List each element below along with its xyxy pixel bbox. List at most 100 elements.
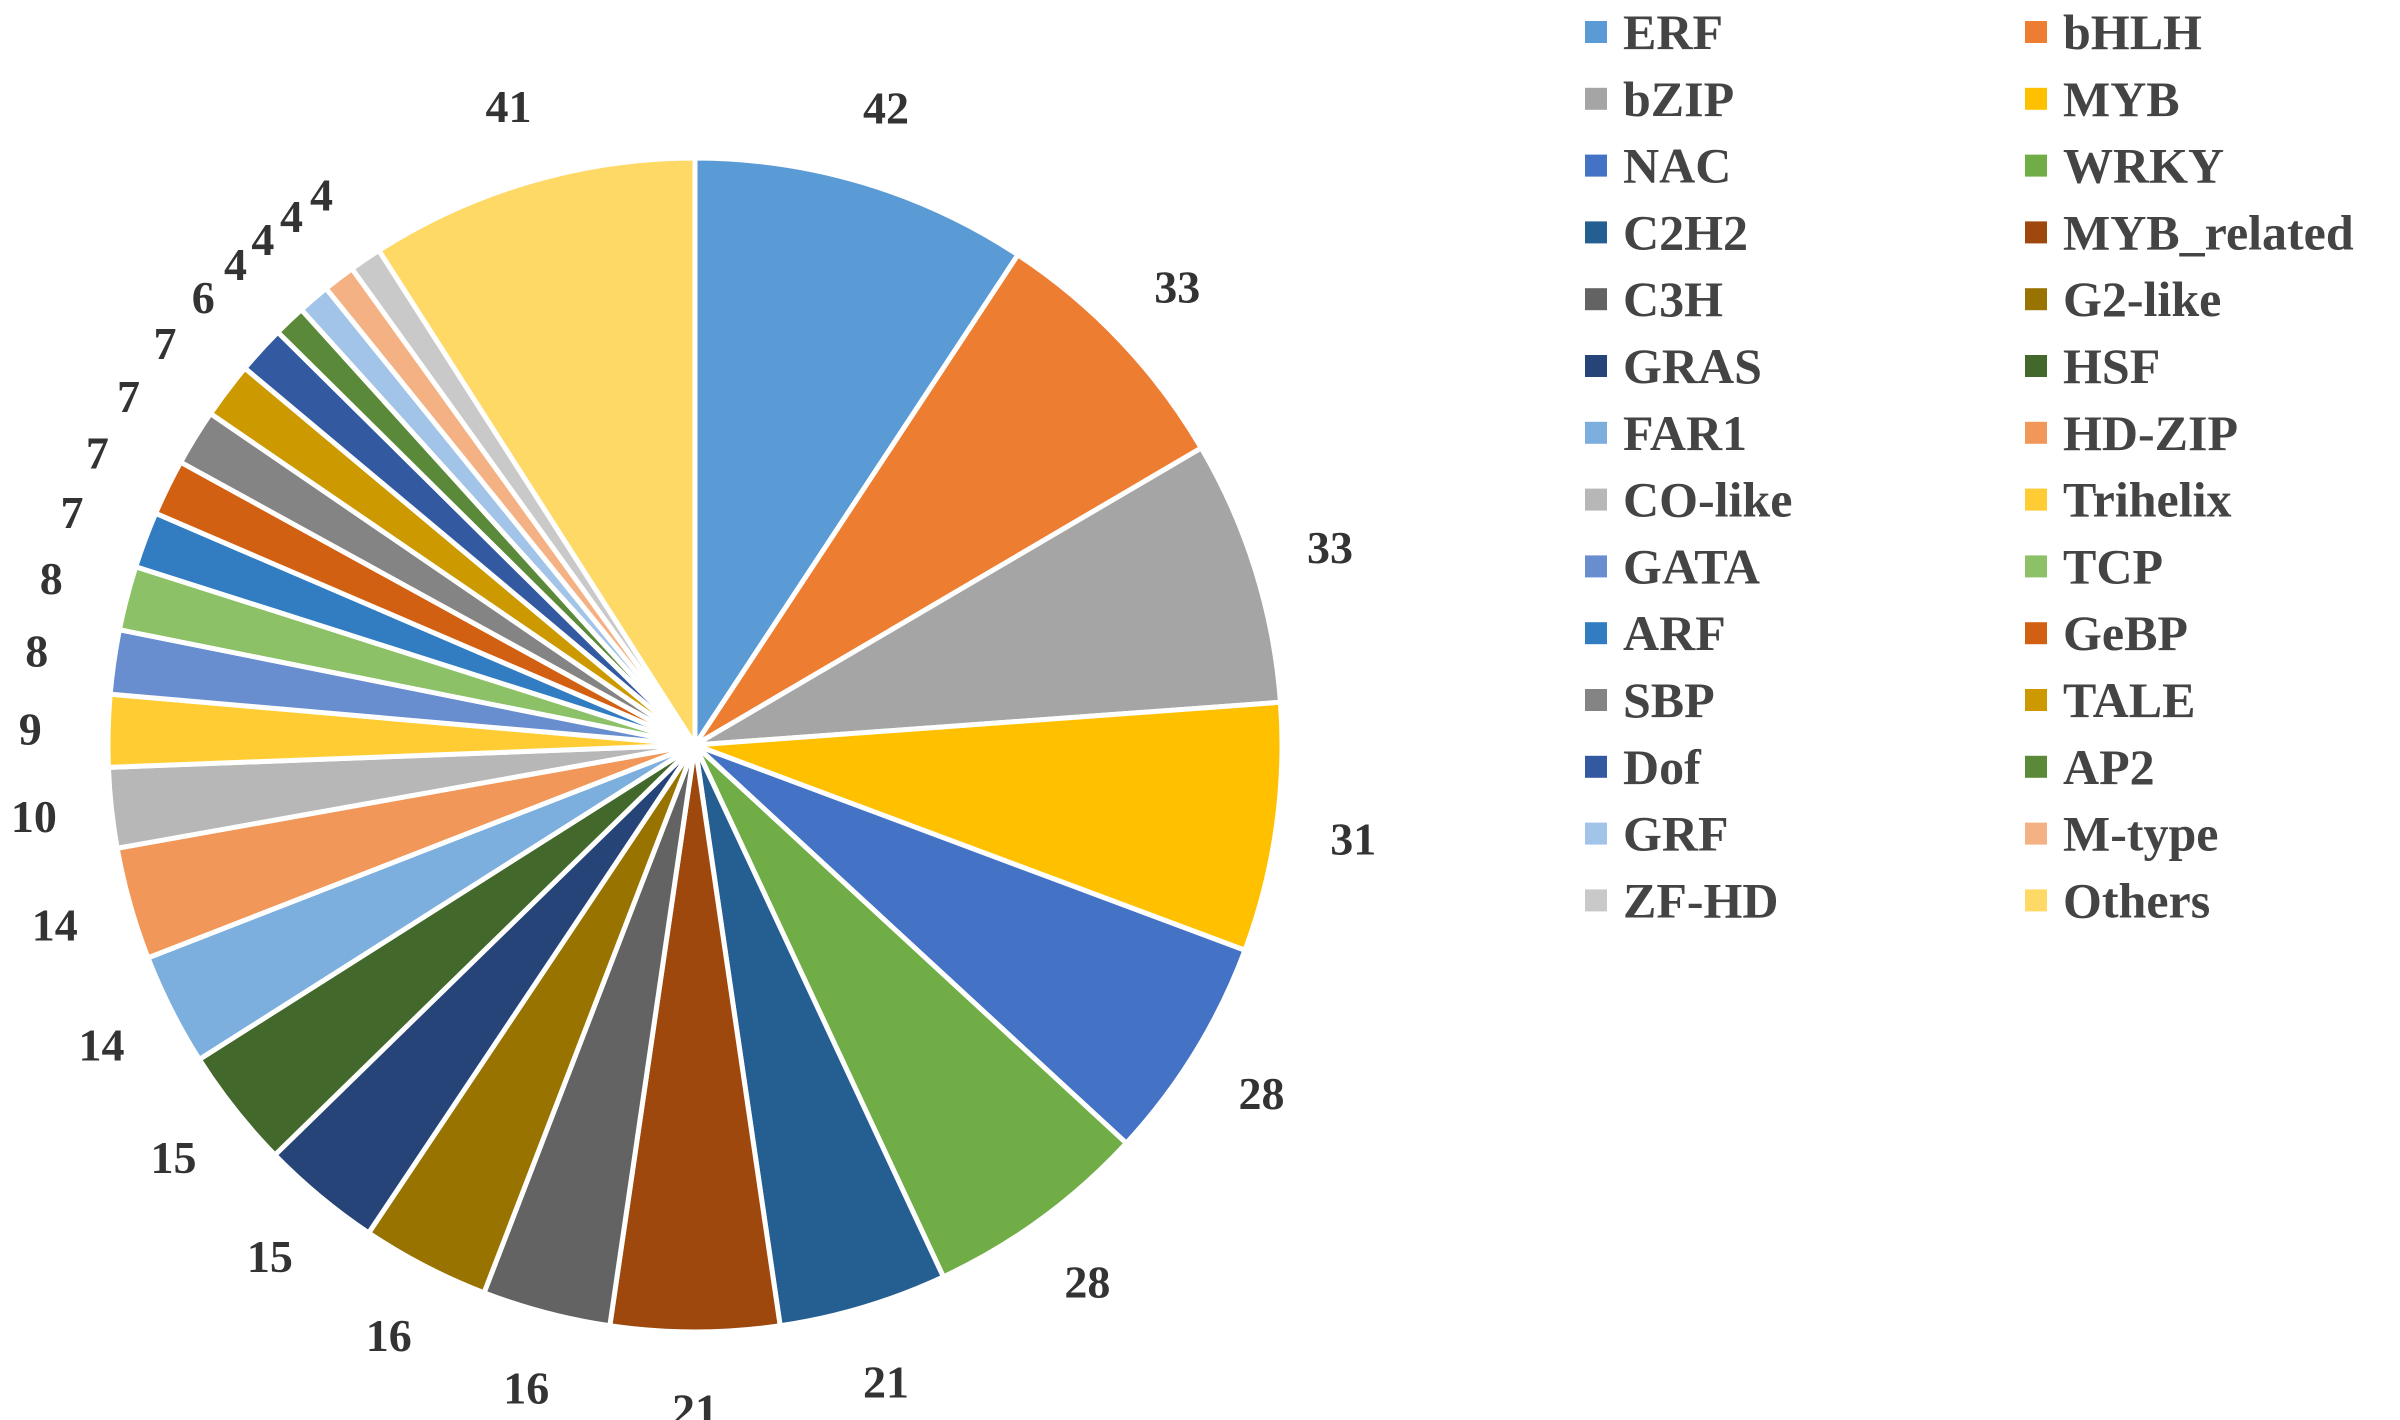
data-label-nac: 28 — [1238, 1068, 1284, 1119]
legend-item-bhlh: bHLH — [2025, 4, 2202, 60]
pie-slices — [105, 155, 1285, 1335]
data-label-gebp: 7 — [86, 428, 109, 479]
legend-label: CO-like — [1623, 472, 1792, 528]
data-label-ap2: 4 — [224, 239, 247, 290]
legend-swatch — [1585, 21, 1607, 43]
legend-label: ERF — [1623, 4, 1723, 60]
legend-item-erf: ERF — [1585, 4, 1723, 60]
legend-label: AP2 — [2063, 739, 2155, 795]
data-label-g2-like: 16 — [366, 1310, 412, 1361]
data-label-tcp: 8 — [40, 553, 63, 604]
legend-label: Others — [2063, 872, 2210, 928]
legend-item-sbp: SBP — [1585, 672, 1715, 728]
legend-label: SBP — [1623, 672, 1715, 728]
legend-swatch — [1585, 822, 1607, 845]
legend-label: GRAS — [1623, 338, 1762, 394]
legend-label: C2H2 — [1623, 204, 1748, 260]
legend-swatch — [2025, 288, 2047, 311]
pie-slice-nac — [693, 742, 1249, 1147]
legend-item-wrky: WRKY — [2025, 138, 2224, 194]
data-label-c3h: 16 — [503, 1363, 549, 1414]
legend-swatch — [1585, 154, 1607, 177]
legend-label: G2-like — [2063, 271, 2221, 327]
pie-slice-c2h2 — [692, 743, 947, 1329]
data-label-gata: 8 — [25, 625, 48, 676]
legend-swatch — [1585, 889, 1607, 912]
legend-item-arf: ARF — [1585, 605, 1726, 661]
legend-label: ARF — [1623, 605, 1726, 661]
legend-swatch — [1585, 288, 1607, 311]
data-label-bhlh: 33 — [1154, 262, 1200, 313]
data-label-sbp: 7 — [117, 371, 140, 422]
legend-label: HD-ZIP — [2063, 405, 2238, 461]
data-label-m-type: 4 — [280, 191, 303, 242]
pie-slice-wrky — [692, 743, 1130, 1281]
legend-item-hd-zip: HD-ZIP — [2025, 405, 2238, 461]
data-label-hsf: 15 — [150, 1132, 196, 1183]
data-label-hd-zip: 14 — [32, 899, 78, 950]
legend-swatch — [2025, 755, 2047, 778]
legend-item-grf: GRF — [1585, 806, 1729, 862]
legend-item-bzip: bZIP — [1585, 71, 1734, 127]
data-label-tale: 7 — [153, 318, 176, 369]
data-label-arf: 7 — [60, 487, 83, 538]
legend-swatch — [2025, 689, 2047, 711]
legend-item-g2-like: G2-like — [2025, 271, 2221, 327]
legend-item-hsf: HSF — [2025, 338, 2160, 394]
legend-item-tale: TALE — [2025, 672, 2195, 728]
legend-swatch — [1585, 622, 1607, 645]
legend-swatch — [1585, 755, 1607, 778]
legend-swatch — [1585, 555, 1607, 578]
legend-swatch — [1585, 689, 1607, 711]
data-label-erf: 42 — [863, 83, 909, 134]
legend-label: ZF-HD — [1623, 872, 1779, 928]
legend-swatch — [2025, 555, 2047, 578]
legend-item-gebp: GeBP — [2025, 605, 2188, 661]
legend-label: GeBP — [2063, 605, 2188, 661]
legend-swatch — [2025, 355, 2047, 377]
legend-item-co-like: CO-like — [1585, 472, 1792, 528]
pie-slice-bhlh — [692, 251, 1205, 748]
legend-item-far1: FAR1 — [1585, 405, 1747, 461]
legend-item-others: Others — [2025, 872, 2210, 928]
legend-label: HSF — [2063, 338, 2160, 394]
legend-swatch — [1585, 87, 1607, 110]
legend-item-nac: NAC — [1585, 138, 1731, 194]
legend-swatch — [2025, 154, 2047, 177]
data-label-dof: 6 — [192, 272, 215, 323]
data-label-others: 41 — [485, 81, 531, 132]
legend-swatch — [2025, 21, 2047, 43]
legend-swatch — [2025, 488, 2047, 511]
legend-swatch — [2025, 87, 2047, 110]
legend-item-myb-related: MYB_related — [2025, 204, 2354, 260]
legend-label: C3H — [1623, 271, 1723, 327]
legend-item-c2h2: C2H2 — [1585, 204, 1748, 260]
data-label-bzip: 33 — [1307, 522, 1353, 573]
data-label-myb-related: 21 — [672, 1385, 718, 1420]
data-label-trihelix: 9 — [19, 703, 42, 754]
pie-slice-erf — [692, 155, 1022, 754]
legend: ERF bHLH bZIP MYB NAC WRKY C2H2 MYB_related C3H G… — [1585, 4, 2354, 928]
pie-slice-myb-related — [606, 744, 784, 1335]
legend-item-c3h: C3H — [1585, 271, 1723, 327]
data-label-c2h2: 21 — [863, 1356, 909, 1407]
legend-item-gata: GATA — [1585, 538, 1760, 594]
legend-swatch — [1585, 421, 1607, 444]
pie-slice-myb — [694, 699, 1285, 954]
legend-item-ap2: AP2 — [2025, 739, 2155, 795]
legend-swatch — [1585, 488, 1607, 511]
legend-label: GATA — [1623, 538, 1760, 594]
legend-item-tcp: TCP — [2025, 538, 2163, 594]
legend-label: bZIP — [1623, 71, 1734, 127]
data-label-gras: 15 — [247, 1231, 293, 1282]
legend-item-zf-hd: ZF-HD — [1585, 872, 1779, 928]
legend-item-myb: MYB — [2025, 71, 2180, 127]
legend-label: MYB — [2063, 71, 2180, 127]
legend-swatch — [2025, 889, 2047, 912]
legend-swatch — [2025, 822, 2047, 845]
legend-label: Trihelix — [2063, 472, 2232, 528]
legend-label: Dof — [1623, 739, 1702, 795]
data-label-myb: 31 — [1330, 814, 1376, 865]
